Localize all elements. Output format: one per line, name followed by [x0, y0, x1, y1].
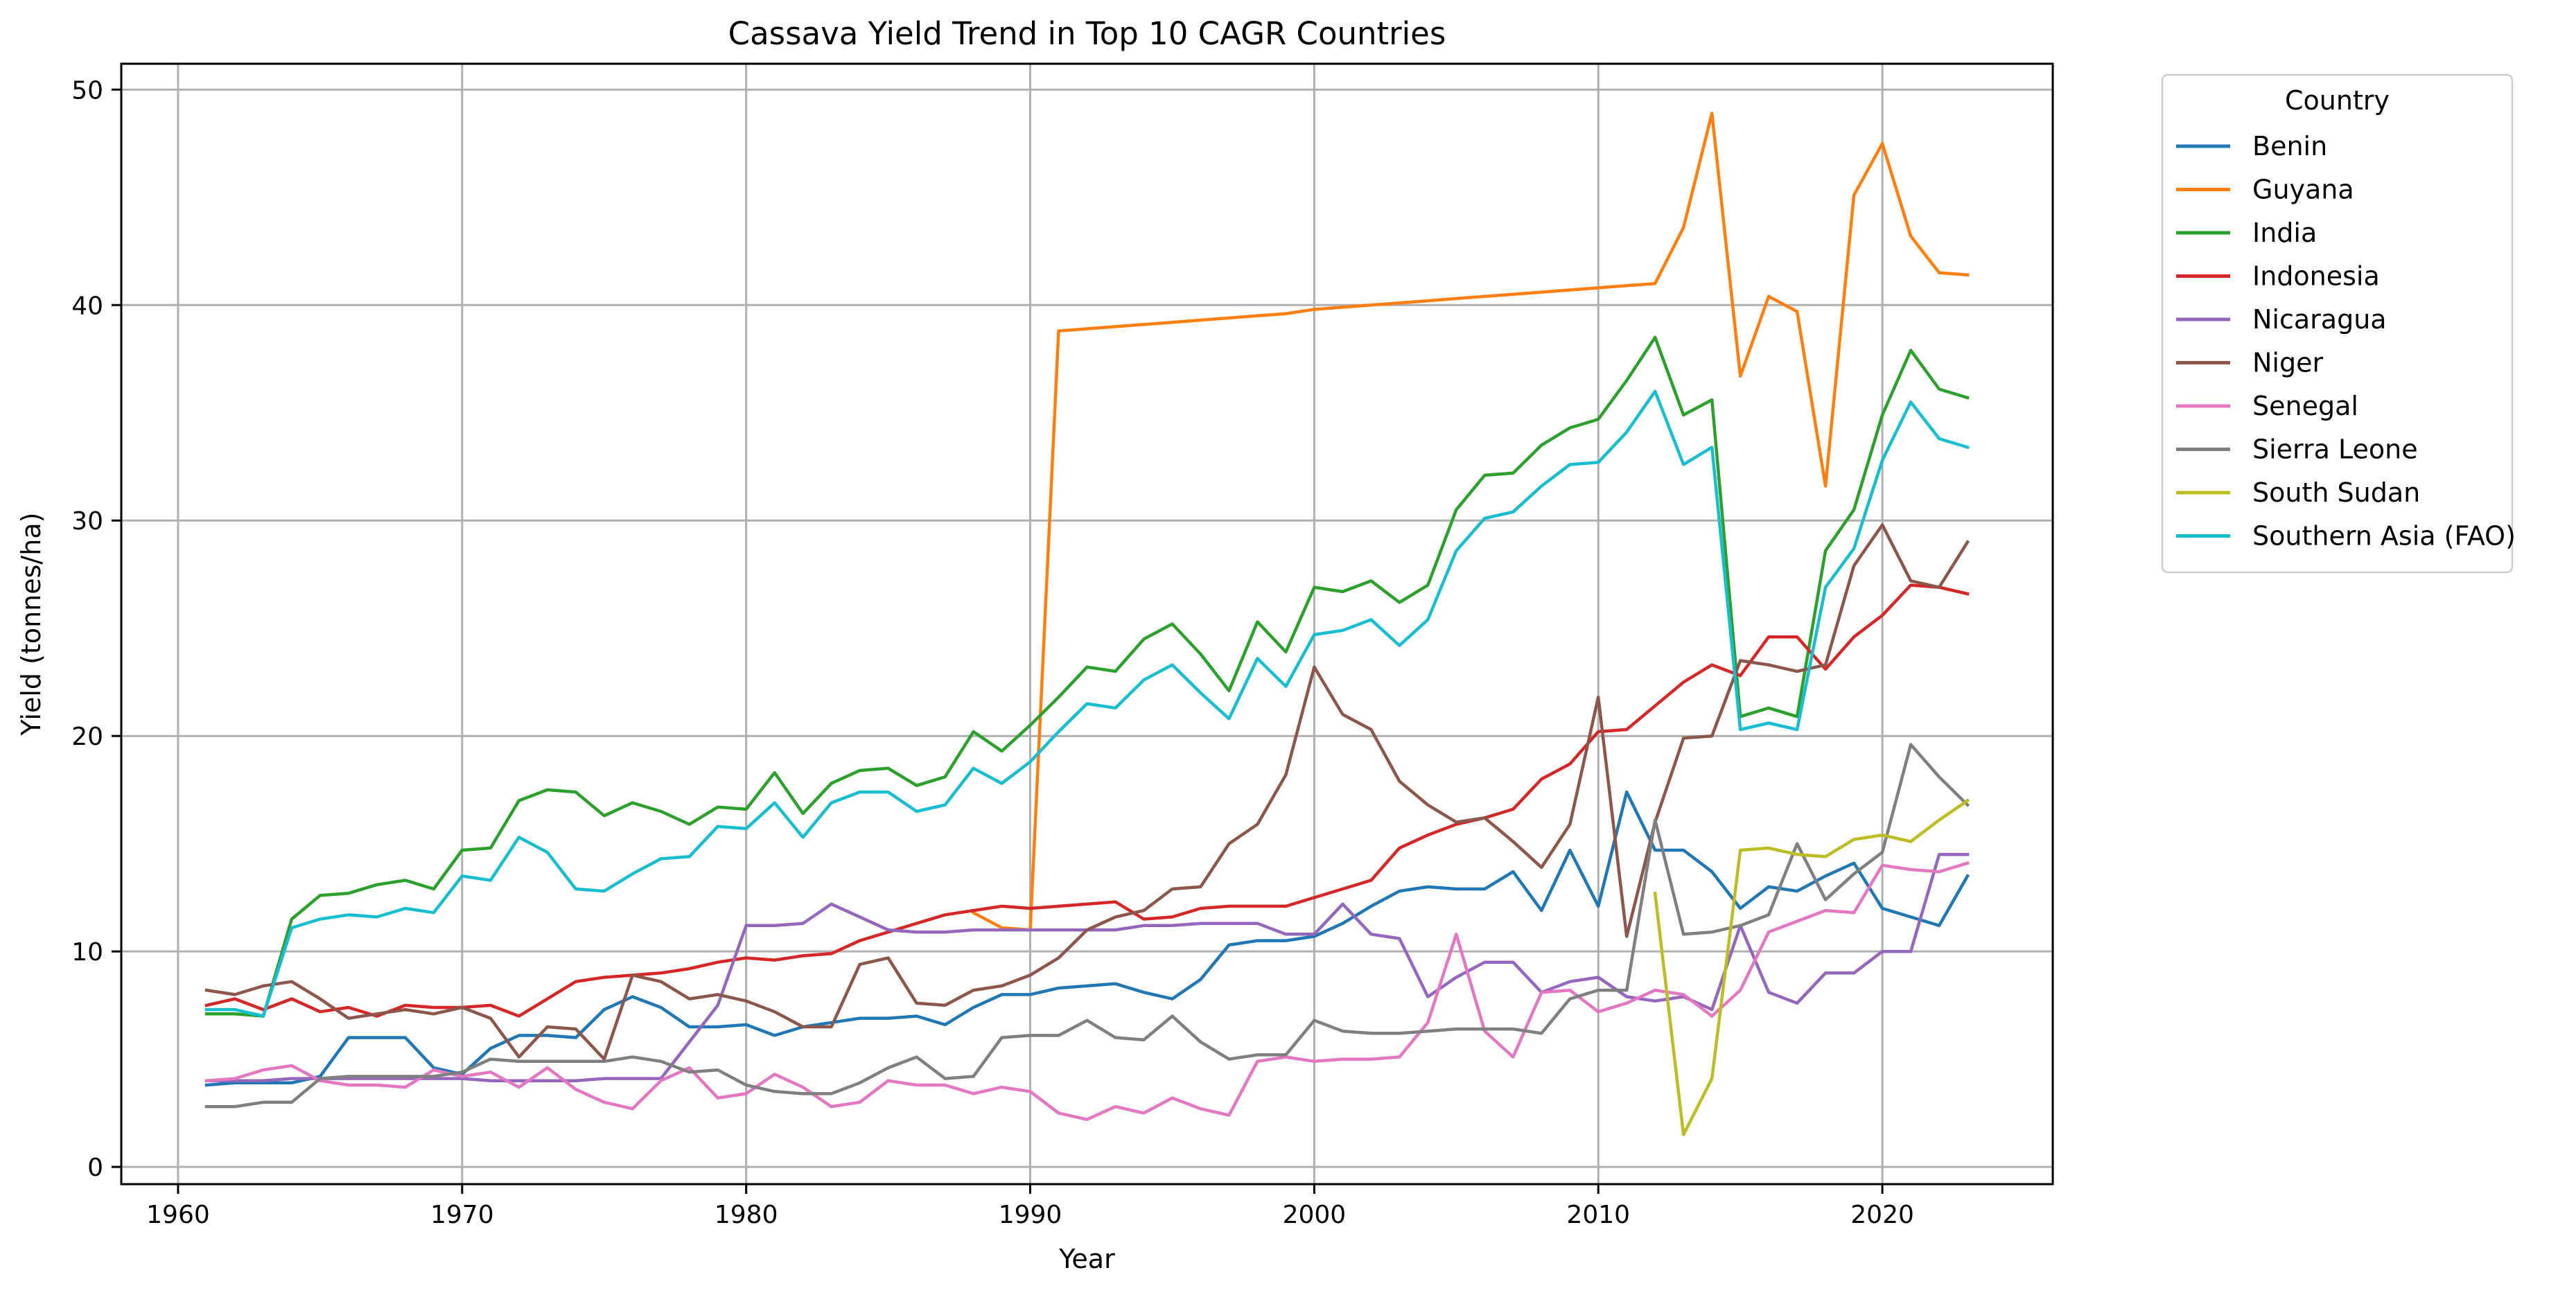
- y-tick-label: 50: [71, 76, 103, 105]
- series-line-indonesia: [204, 583, 1970, 1018]
- x-tick-label: 1970: [430, 1201, 494, 1229]
- legend-entry-sierra-leone: Sierra Leone: [2252, 434, 2418, 465]
- series-line-india: [204, 335, 1970, 1018]
- x-tick-label: 1960: [146, 1201, 210, 1229]
- series-line-benin: [204, 790, 1970, 1087]
- grid-lines: [121, 64, 2053, 1184]
- series-line-south-sudan: [1653, 798, 1970, 1136]
- series-lines: [204, 112, 1970, 1136]
- legend-entry-niger: Niger: [2252, 348, 2323, 378]
- legend-entry-benin: Benin: [2252, 131, 2327, 161]
- legend-entry-southern-asia-fao: Southern Asia (FAO): [2252, 521, 2516, 552]
- x-tick-label: 2010: [1566, 1201, 1630, 1229]
- y-tick-label: 20: [71, 723, 103, 751]
- series-line-senegal: [204, 861, 1970, 1121]
- legend-entry-nicaragua: Nicaragua: [2252, 304, 2387, 335]
- axis-ticks: 1960 1970 1980 1990 2000 2010 2020 0 10 20 30 40 50: [71, 76, 1914, 1229]
- x-tick-label: 2020: [1850, 1201, 1914, 1229]
- x-tick-label: 2000: [1283, 1201, 1347, 1229]
- series-line-guyana: [971, 112, 1970, 932]
- y-tick-label: 10: [71, 938, 103, 967]
- y-tick-label: 40: [71, 292, 103, 320]
- chart-title: Cassava Yield Trend in Top 10 CAGR Count…: [728, 15, 1446, 52]
- legend-entry-india: India: [2252, 218, 2317, 248]
- legend-title: Country: [2285, 85, 2390, 116]
- legend-frame: [2161, 73, 2514, 574]
- legend-entry-south-sudan: South Sudan: [2252, 477, 2420, 508]
- series-line-niger: [204, 523, 1970, 1061]
- series-line-southern-asia-fao: [204, 389, 1970, 1018]
- legend-entry-indonesia: Indonesia: [2252, 261, 2380, 292]
- plot-frame: [120, 62, 2054, 1186]
- x-tick-label: 1980: [715, 1201, 778, 1229]
- series-line-sierra-leone: [204, 743, 1970, 1109]
- x-axis-label: Year: [1058, 1244, 1115, 1274]
- x-tick-label: 1990: [999, 1201, 1062, 1229]
- y-axis-label: Yield (tonnes/ha): [16, 513, 46, 737]
- y-tick-label: 30: [71, 507, 103, 536]
- legend-entry-senegal: Senegal: [2252, 391, 2358, 421]
- legend-entry-guyana: Guyana: [2252, 175, 2354, 205]
- legend: Country Benin Guyana India Indonesia Nicarag…: [2161, 73, 2516, 574]
- y-tick-label: 0: [87, 1154, 103, 1182]
- legend-items: Benin Guyana India Indonesia Nicaragua Niger S…: [2176, 131, 2516, 552]
